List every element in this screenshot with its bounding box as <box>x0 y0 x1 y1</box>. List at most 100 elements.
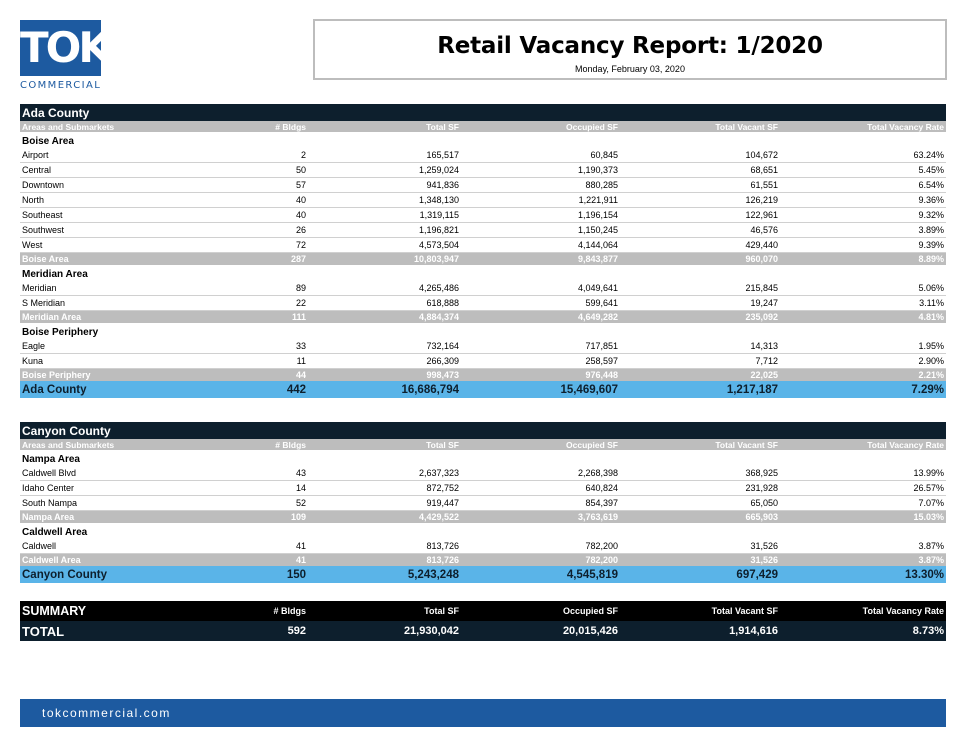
cell-occupied-sf: Occupied SF <box>461 439 620 450</box>
cell-bldgs: 57 <box>200 177 308 193</box>
cell-total-sf: 5,243,248 <box>308 566 461 583</box>
cell-occupied-sf: 60,845 <box>461 148 620 163</box>
cell-occupied-sf: Occupied SF <box>461 121 620 132</box>
cell-occupied-sf: 3,763,619 <box>461 510 620 523</box>
canyon-county-section: Canyon County Areas and Submarkets # Bldgs… <box>20 422 947 583</box>
cell-occupied-sf: 782,200 <box>461 553 620 566</box>
cell-total-sf: 618,888 <box>308 295 461 311</box>
footer-bar: tokcommercial.com <box>20 699 946 727</box>
cell-occupied-sf: 4,545,819 <box>461 566 620 583</box>
summary-total-vacancy-rate: 8.73% <box>780 621 946 641</box>
cell-total-sf: 10,803,947 <box>308 252 461 265</box>
area-title: Caldwell Area <box>22 526 88 538</box>
summary-total-sf: 21,930,042 <box>308 621 461 641</box>
table-row: South Nampa 52 919,447 854,397 65,050 7.07% <box>20 495 947 511</box>
cell-total-sf: Total SF <box>308 439 461 450</box>
cell-vacancy-rate: Total Vacancy Rate <box>780 121 946 132</box>
cell-total-sf: 2,637,323 <box>308 466 461 481</box>
cell-bldgs: 41 <box>200 539 308 554</box>
cell-total-sf: 941,836 <box>308 177 461 193</box>
area-title: Boise Area <box>22 135 74 147</box>
cell-total-sf: 4,265,486 <box>308 281 461 296</box>
cell-bldgs: 43 <box>200 466 308 481</box>
table-row: Eagle 33 732,164 717,851 14,313 1.95% <box>20 339 946 354</box>
cell-vacancy-rate: 3.11% <box>780 295 946 311</box>
ada-county-table: Ada County Areas and Submarkets # Bldgs Tot… <box>20 104 946 398</box>
cell-bldgs: 109 <box>200 510 308 523</box>
cell-total-sf: 813,726 <box>308 539 461 554</box>
cell-occupied-sf: 2,268,398 <box>461 466 620 481</box>
cell-occupied-sf: 4,049,641 <box>461 281 620 296</box>
report-title-box: Retail Vacancy Report: 1/2020 Monday, Fe… <box>313 19 947 80</box>
cell-vacancy-rate: 1.95% <box>780 339 946 354</box>
cell-label: Nampa Area <box>20 510 200 523</box>
summary-header-vacancy-rate: Total Vacancy Rate <box>780 601 946 621</box>
county-total-row: Ada County 442 16,686,794 15,469,607 1,217,1… <box>20 381 946 398</box>
county-total-row: Canyon County 150 5,243,248 4,545,819 697,42… <box>20 566 947 583</box>
cell-occupied-sf: 9,843,877 <box>461 252 620 265</box>
cell-vacancy-rate: 3.87% <box>780 553 947 566</box>
logo-subtitle: COMMERCIAL <box>20 80 102 91</box>
cell-vacant-sf: 61,551 <box>620 177 780 193</box>
tok-logo: TOK COMMERCIAL <box>20 20 111 91</box>
cell-vacant-sf: 429,440 <box>620 237 780 253</box>
cell-label: Meridian <box>20 281 200 296</box>
cell-vacant-sf: 368,925 <box>620 466 780 481</box>
cell-vacancy-rate: 5.06% <box>780 281 946 296</box>
summary-total-occupied-sf: 20,015,426 <box>461 621 620 641</box>
cell-bldgs: 14 <box>200 480 308 496</box>
area-total-row: Caldwell Area 41 813,726 782,200 31,526 3.87% <box>20 553 947 566</box>
cell-vacancy-rate: 7.07% <box>780 495 947 511</box>
cell-bldgs: 50 <box>200 162 308 178</box>
cell-total-sf: 1,348,130 <box>308 192 461 208</box>
cell-occupied-sf: 717,851 <box>461 339 620 354</box>
cell-total-sf: Total SF <box>308 121 461 132</box>
cell-bldgs: 111 <box>200 310 308 323</box>
cell-total-sf: 1,319,115 <box>308 207 461 223</box>
canyon-county-table: Canyon County Areas and Submarkets # Bldgs… <box>20 422 947 583</box>
summary-section: SUMMARY # Bldgs Total SF Occupied SF Tot… <box>20 601 946 641</box>
cell-vacancy-rate: 13.99% <box>780 466 947 481</box>
table-row: Southwest 26 1,196,821 1,150,245 46,576 3.89% <box>20 222 946 238</box>
cell-vacant-sf: Total Vacant SF <box>620 121 780 132</box>
cell-occupied-sf: 1,190,373 <box>461 162 620 178</box>
cell-vacant-sf: 65,050 <box>620 495 780 511</box>
cell-total-sf: 165,517 <box>308 148 461 163</box>
cell-label: Areas and Submarkets <box>20 439 200 450</box>
cell-vacant-sf: 31,526 <box>620 539 780 554</box>
summary-table: SUMMARY # Bldgs Total SF Occupied SF Tot… <box>20 601 946 641</box>
area-total-row: Meridian Area 111 4,884,374 4,649,282 235,09… <box>20 310 946 323</box>
cell-total-sf: 4,429,522 <box>308 510 461 523</box>
cell-vacant-sf: 960,070 <box>620 252 780 265</box>
table-row: Downtown 57 941,836 880,285 61,551 6.54% <box>20 177 946 193</box>
cell-vacancy-rate: 15.03% <box>780 510 947 523</box>
logo-mark: TOK <box>20 20 111 76</box>
cell-occupied-sf: 15,469,607 <box>461 381 620 398</box>
cell-label: Downtown <box>20 177 200 193</box>
report-date: Monday, February 03, 2020 <box>575 64 685 74</box>
county-header-row: Canyon County <box>20 422 947 439</box>
cell-occupied-sf: 258,597 <box>461 353 620 369</box>
table-row: Caldwell Blvd 43 2,637,323 2,268,398 368,925… <box>20 466 947 481</box>
cell-bldgs: 22 <box>200 295 308 311</box>
cell-occupied-sf: 782,200 <box>461 539 620 554</box>
cell-occupied-sf: 4,144,064 <box>461 237 620 253</box>
county-name: Ada County <box>20 104 946 121</box>
cell-vacant-sf: 46,576 <box>620 222 780 238</box>
cell-vacancy-rate: 63.24% <box>780 148 946 163</box>
summary-header-row: SUMMARY # Bldgs Total SF Occupied SF Tot… <box>20 601 946 621</box>
table-row: Caldwell 41 813,726 782,200 31,526 3.87% <box>20 539 947 554</box>
table-row: Airport 2 165,517 60,845 104,672 63.24% <box>20 148 946 163</box>
cell-vacancy-rate: 8.89% <box>780 252 946 265</box>
cell-occupied-sf: 640,824 <box>461 480 620 496</box>
area-title-row: Meridian Area <box>20 265 946 281</box>
cell-vacancy-rate: 4.81% <box>780 310 946 323</box>
cell-vacant-sf: 697,429 <box>620 566 780 583</box>
cell-vacant-sf: 19,247 <box>620 295 780 311</box>
cell-vacant-sf: 31,526 <box>620 553 780 566</box>
cell-total-sf: 813,726 <box>308 553 461 566</box>
table-row: West 72 4,573,504 4,144,064 429,440 9.39% <box>20 237 946 253</box>
cell-bldgs: 11 <box>200 353 308 369</box>
cell-label: West <box>20 237 200 253</box>
cell-vacancy-rate: 5.45% <box>780 162 946 178</box>
